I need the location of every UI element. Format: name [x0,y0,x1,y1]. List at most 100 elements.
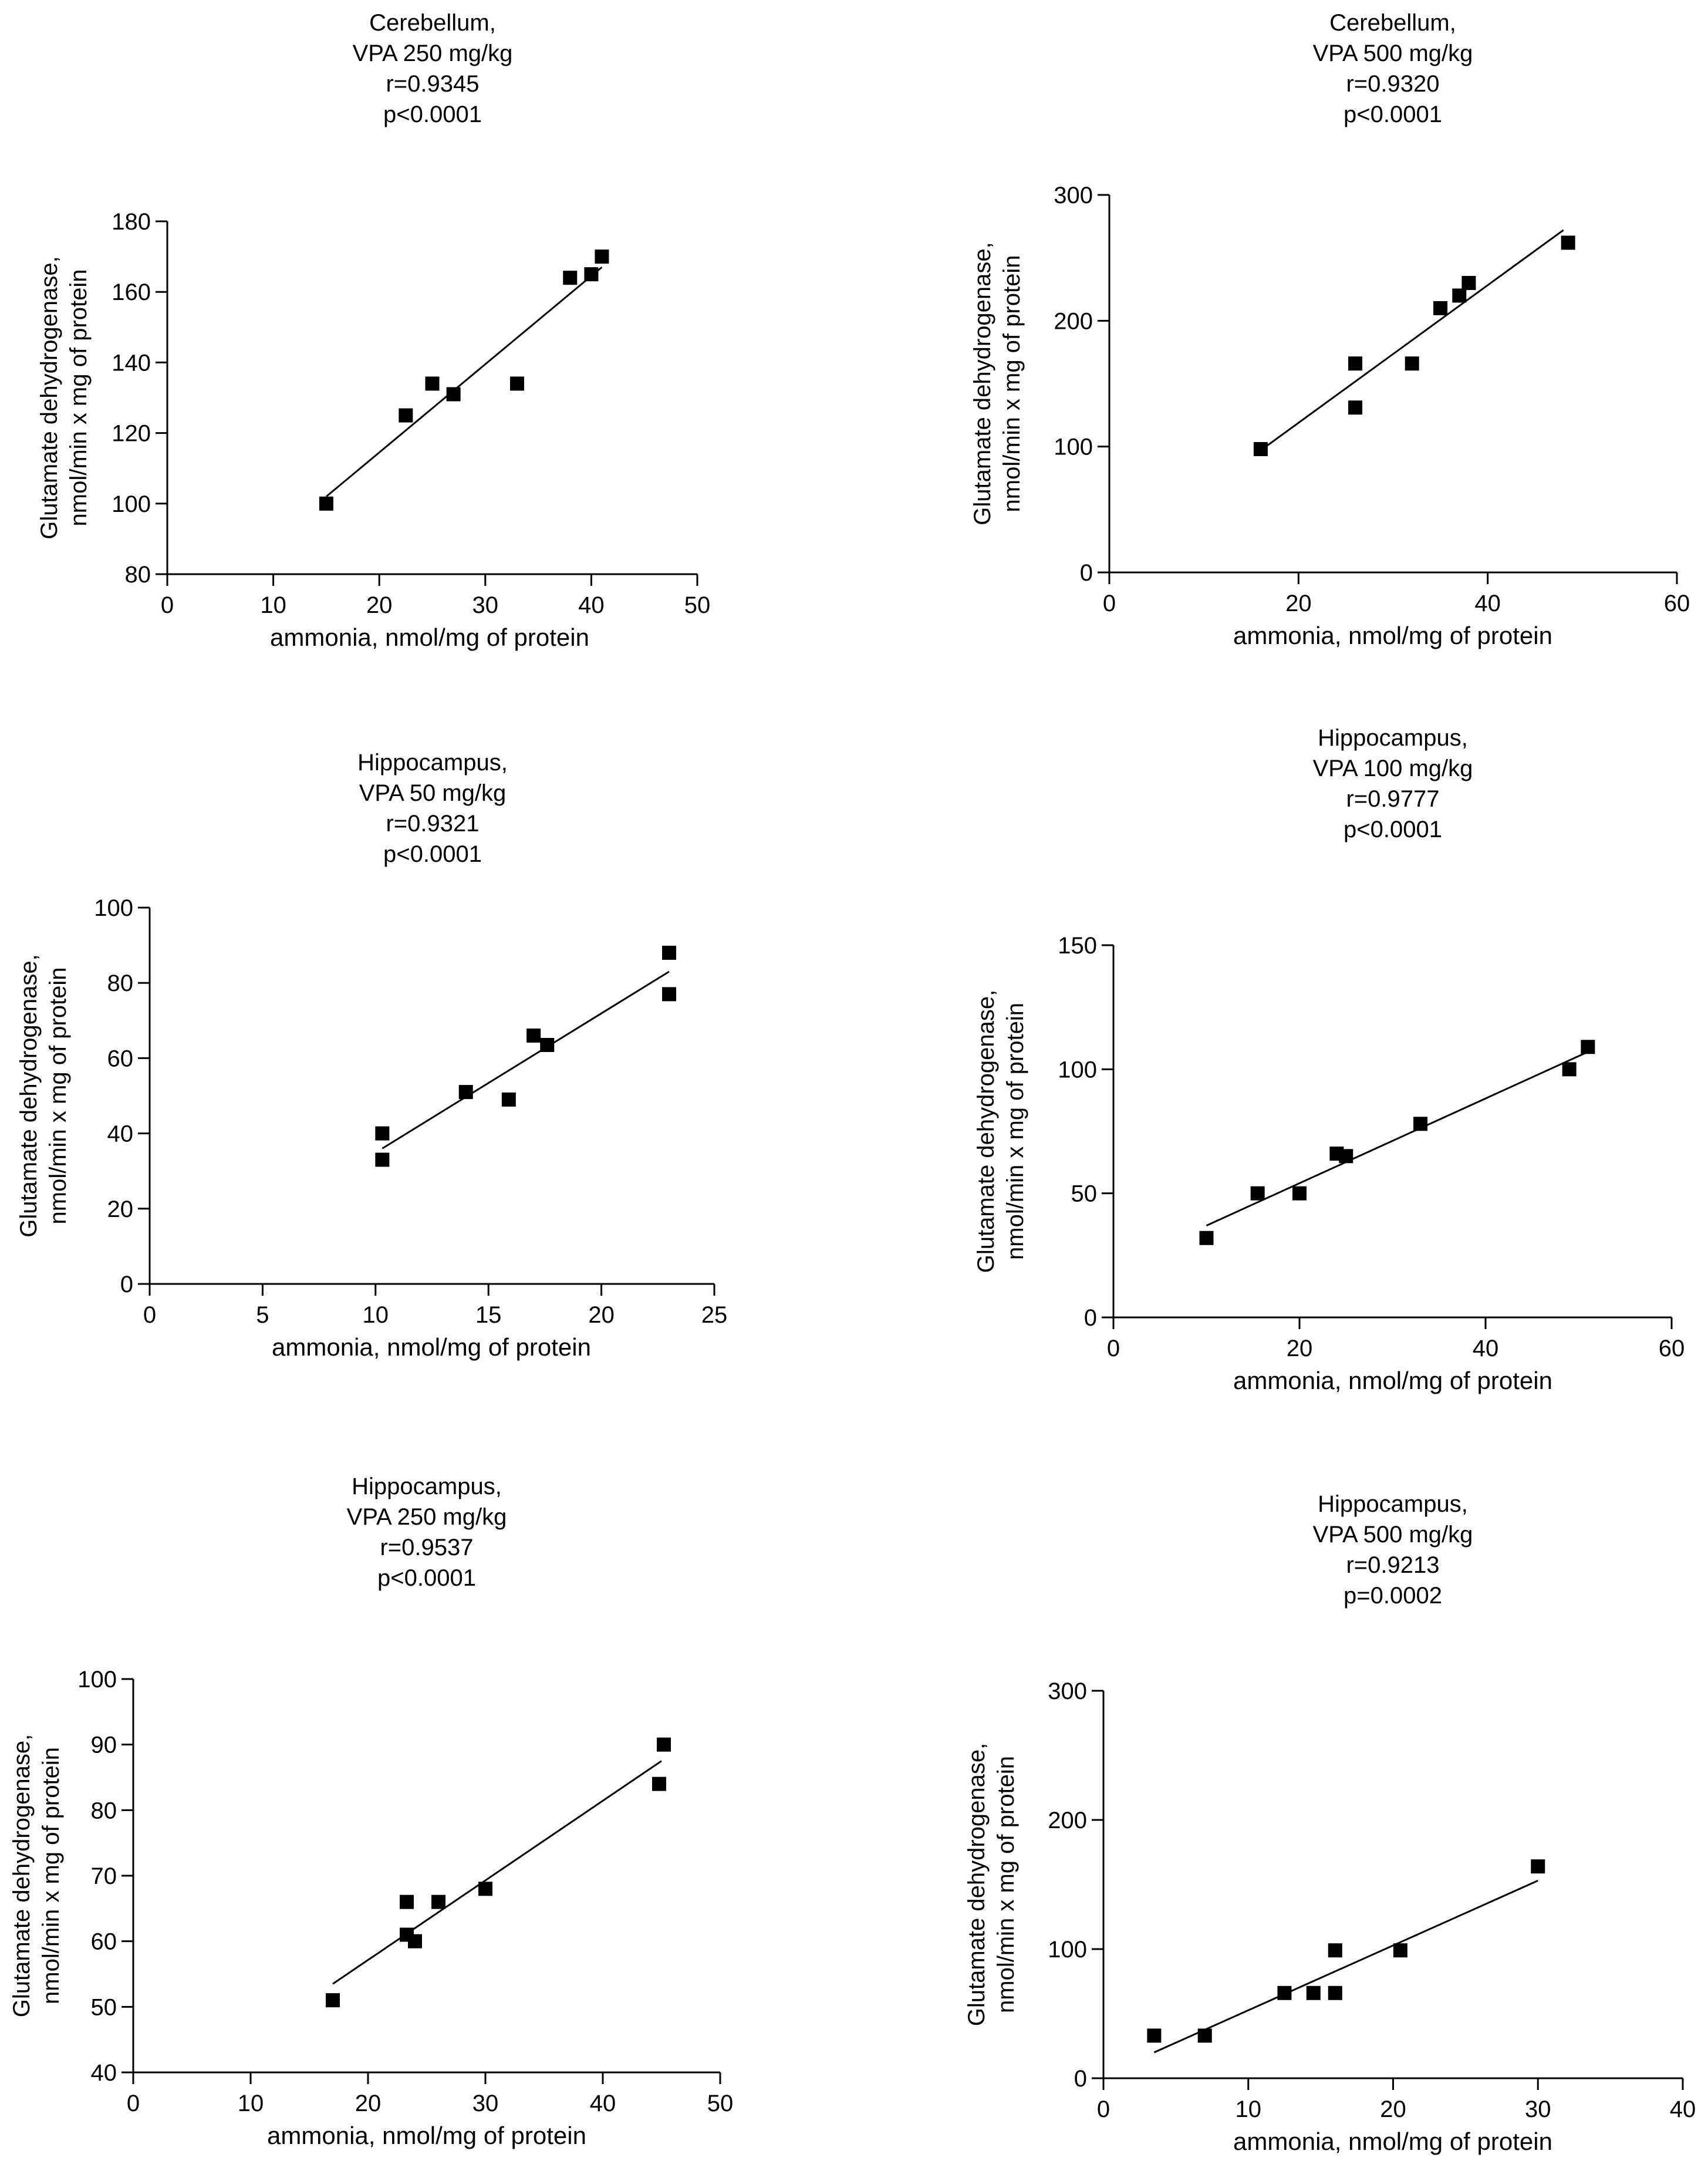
x-axis-label: ammonia, nmol/mg of protein [1233,2128,1552,2155]
data-point [326,1993,340,2008]
x-tick-label: 60 [1664,591,1690,616]
y-tick-label: 20 [107,1196,134,1222]
x-tick-label: 0 [143,1302,156,1328]
data-point [1253,441,1268,456]
x-axis-label: ammonia, nmol/mg of protein [272,1333,591,1361]
chart-title-line: VPA 100 mg/kg [1313,756,1473,781]
chart-panel-4: Hippocampus, VPA 100 mg/kg r=0.9777 p<0.000… [973,725,1685,1394]
y-tick-label: 50 [91,1994,117,2020]
data-point [1348,400,1363,415]
y-tick-label: 160 [112,279,151,305]
data-point [526,1028,541,1043]
x-tick-label: 20 [1380,2096,1406,2122]
data-point [1405,356,1419,371]
y-tick-label: 80 [91,1798,117,1823]
x-tick-label: 0 [1097,2096,1110,2122]
chart-title-line: Cerebellum, [1329,10,1456,36]
chart-title-line: Hippocampus, [1318,1491,1468,1517]
y-tick-label: 100 [1054,434,1093,460]
regression-line [1206,1051,1588,1226]
data-point [1250,1186,1265,1201]
chart-panel-2: Cerebellum, VPA 500 mg/kg r=0.9320 p<0.0001… [970,10,1690,649]
data-point [458,1085,473,1100]
data-point [1461,276,1476,291]
x-tick-label: 5 [256,1302,269,1328]
y-tick-label: 200 [1048,1808,1087,1833]
x-tick-label: 0 [161,592,174,618]
data-point [1393,1943,1407,1958]
y-axis-label-line: nmol/min x mg of protein [38,1747,64,2004]
x-axis-label: ammonia, nmol/mg of protein [270,623,589,651]
chart-title-line: p<0.0001 [1344,102,1442,127]
y-tick-label: 90 [91,1732,117,1758]
x-tick-label: 25 [701,1302,728,1328]
regression-line [382,970,670,1149]
y-axis-label-line: Glutamate dehydrogenase, [16,954,42,1238]
data-point [657,1737,671,1752]
x-tick-label: 40 [1670,2096,1696,2122]
x-tick-label: 10 [363,1302,389,1328]
data-point [563,271,578,285]
chart-panel-3: Hippocampus, VPA 50 mg/kg r=0.9321 p<0.0001… [16,750,727,1361]
chart-title-line: VPA 500 mg/kg [1313,1522,1473,1548]
data-point [662,987,677,1002]
y-tick-label: 100 [94,895,133,921]
data-point [1292,1186,1307,1201]
x-tick-label: 40 [1473,1336,1499,1361]
y-axis-label-line: nmol/min x mg of protein [999,255,1025,513]
y-tick-label: 300 [1054,183,1093,208]
y-axis-label-line: nmol/min x mg of protein [1002,1003,1028,1260]
y-axis-label-line: Glutamate dehydrogenase, [973,990,999,1273]
x-tick-label: 50 [684,592,711,618]
x-tick-label: 60 [1659,1336,1685,1361]
data-point [652,1776,666,1791]
data-point [1581,1040,1595,1054]
chart-panel-1: Cerebellum, VPA 250 mg/kg r=0.9345 p<0.0001… [36,10,710,651]
y-tick-label: 200 [1054,308,1093,334]
y-tick-label: 300 [1048,1678,1087,1704]
data-point [425,376,440,391]
data-point [1199,1231,1214,1245]
x-tick-label: 20 [355,2091,382,2116]
chart-panel-5: Hippocampus, VPA 250 mg/kg r=0.9537 p<0.000… [9,1474,733,2149]
x-tick-label: 40 [578,592,605,618]
y-tick-label: 40 [107,1121,134,1147]
y-axis-label-line: Glutamate dehydrogenase, [970,242,995,525]
data-point [446,387,461,402]
regression-line [325,266,603,497]
data-point [1306,1985,1321,2000]
chart-title-line: r=0.9213 [1346,1552,1439,1578]
data-point [1562,1062,1577,1077]
chart-panel-6: Hippocampus, VPA 500 mg/kg r=0.9213 p=0.000… [964,1491,1696,2155]
data-point [399,408,413,423]
y-tick-label: 100 [1048,1937,1087,1963]
chart-title-line: r=0.9345 [386,71,479,97]
chart-title-line: p<0.0001 [383,102,482,127]
y-tick-label: 40 [91,2060,117,2086]
y-tick-label: 140 [112,350,151,376]
data-point [584,267,599,282]
data-point [540,1037,555,1052]
data-point [509,376,524,391]
y-tick-label: 0 [1084,1305,1097,1331]
y-axis-label-line: nmol/min x mg of protein [66,269,92,527]
x-tick-label: 15 [475,1302,502,1328]
chart-title-line: Hippocampus, [357,750,508,776]
data-point [478,1882,492,1896]
data-point [400,1894,414,1909]
data-point [1339,1149,1353,1164]
y-axis-label-line: nmol/min x mg of protein [45,967,71,1225]
regression-line [1260,229,1564,451]
chart-title-line: Cerebellum, [369,10,496,36]
data-point [1277,1985,1292,2000]
data-point [1452,288,1467,303]
data-point [662,945,677,960]
chart-title-line: r=0.9321 [386,811,479,837]
x-tick-label: 10 [1236,2096,1262,2122]
y-axis-label-line: nmol/min x mg of protein [993,1756,1019,2013]
y-tick-label: 0 [1074,2066,1087,2092]
y-tick-label: 180 [112,209,151,235]
y-tick-label: 80 [125,562,151,588]
x-tick-label: 10 [238,2091,264,2116]
x-tick-label: 10 [260,592,286,618]
